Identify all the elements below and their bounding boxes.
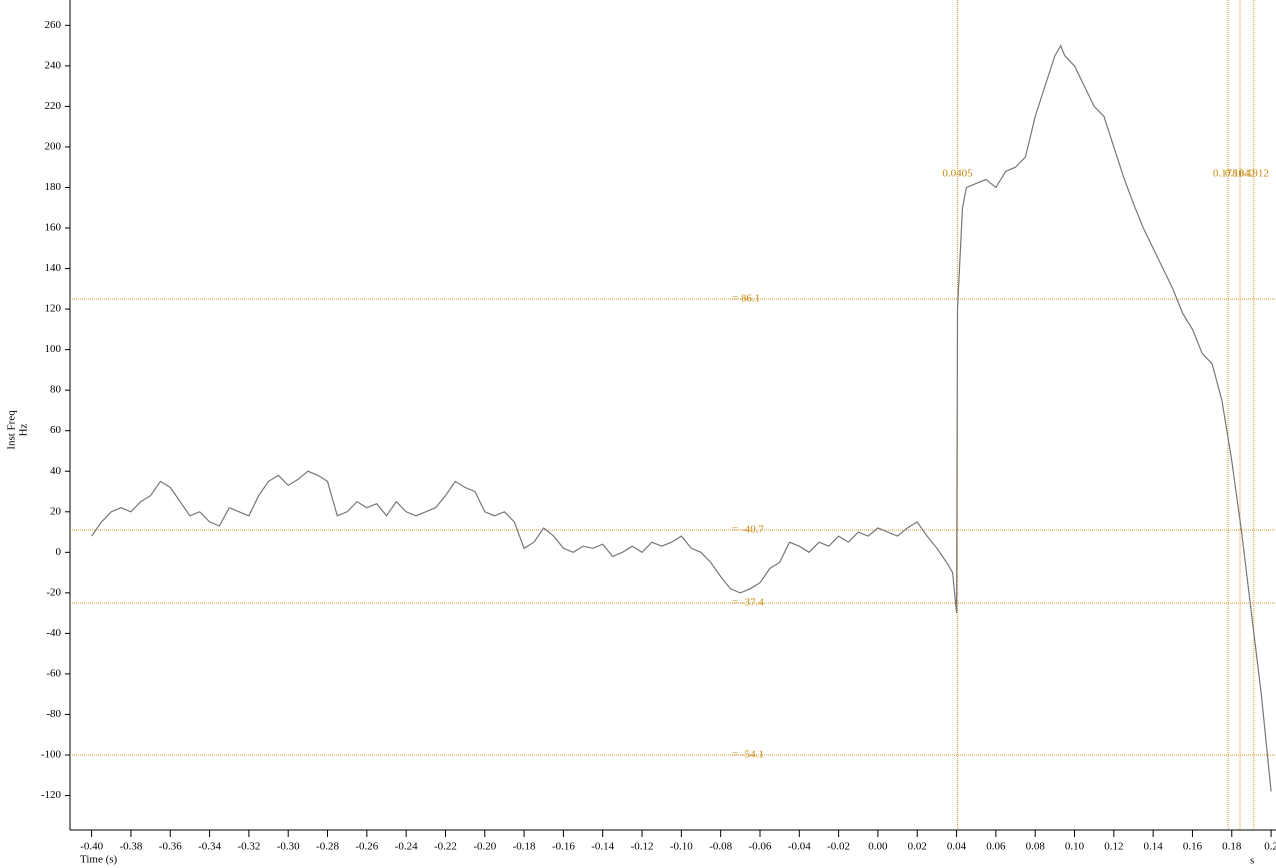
- x-tick-label: -0.40: [80, 841, 103, 853]
- y-tick-label: 260: [45, 19, 62, 31]
- y-tick-label: 60: [50, 424, 62, 436]
- y-tick-label: 140: [45, 262, 62, 274]
- x-tick-label: -0.38: [119, 841, 142, 853]
- h-cursor-label: = 86.1: [732, 292, 760, 304]
- x-tick-label: -0.36: [159, 841, 182, 853]
- x-tick-label: -0.18: [513, 841, 536, 853]
- x-tick-label: 0.14: [1144, 841, 1164, 853]
- y-tick-label: 220: [45, 100, 62, 112]
- x-tick-label: -0.20: [473, 841, 496, 853]
- y-axis-label: Inst Freq: [6, 410, 18, 450]
- x-tick-label: -0.08: [709, 841, 732, 853]
- x-tick-label: 0.02: [908, 841, 927, 853]
- x-axis-unit: s: [1250, 855, 1254, 867]
- x-tick-label: 0.12: [1104, 841, 1123, 853]
- h-cursor-label: = -37.4: [732, 597, 764, 609]
- y-tick-label: -60: [46, 667, 61, 679]
- x-tick-label: -0.34: [198, 841, 221, 853]
- x-tick-label: -0.32: [237, 841, 260, 853]
- x-tick-label: -0.04: [788, 841, 811, 853]
- y-tick-label: 180: [45, 181, 62, 193]
- x-tick-label: 0.04: [947, 841, 967, 853]
- x-tick-label: -0.30: [277, 841, 300, 853]
- data-line: [91, 44, 1272, 792]
- x-tick-label: -0.14: [591, 841, 614, 853]
- h-cursor-label: = -40.7: [732, 524, 764, 536]
- y-tick-label: -40: [46, 627, 61, 639]
- y-tick-label: 160: [45, 222, 62, 234]
- x-tick-label: -0.02: [827, 841, 850, 853]
- y-tick-label: 40: [50, 465, 62, 477]
- y-tick-label: -100: [41, 749, 62, 761]
- y-tick-label: -20: [46, 586, 61, 598]
- y-axis-unit: Hz: [18, 423, 30, 436]
- x-tick-label: 0.00: [868, 841, 888, 853]
- v-cursor-label: 0.1781: [1213, 168, 1243, 180]
- h-cursor-label: = -54.1: [732, 749, 764, 761]
- x-tick-label: -0.12: [631, 841, 654, 853]
- y-tick-label: 20: [50, 505, 62, 517]
- x-tick-label: -0.24: [395, 841, 418, 853]
- x-tick-label: 0.16: [1183, 841, 1203, 853]
- x-tick-label: 0.08: [1026, 841, 1046, 853]
- y-tick-label: 240: [45, 59, 62, 71]
- y-tick-label: 100: [45, 343, 62, 355]
- x-tick-label: -0.26: [355, 841, 378, 853]
- y-tick-label: 120: [45, 303, 62, 315]
- y-tick-label: -120: [41, 789, 62, 801]
- y-tick-label: 80: [50, 384, 62, 396]
- x-tick-label: -0.10: [670, 841, 693, 853]
- y-tick-label: 0: [56, 546, 62, 558]
- v-cursor-label: 0.0405: [942, 168, 973, 180]
- x-axis-label: Time (s): [80, 854, 118, 866]
- x-tick-label: -0.16: [552, 841, 575, 853]
- v-cursor-label: 0.1912: [1239, 168, 1269, 180]
- x-tick-label: 0.10: [1065, 841, 1085, 853]
- v-cursor-label: 0.1842: [1225, 168, 1255, 180]
- x-tick-label: 0.18: [1222, 841, 1242, 853]
- x-tick-label: -0.28: [316, 841, 339, 853]
- x-tick-label: -0.06: [749, 841, 772, 853]
- x-tick-label: -0.22: [434, 841, 457, 853]
- x-tick-label: 0.06: [986, 841, 1006, 853]
- x-tick-label: 0.2: [1264, 841, 1276, 853]
- y-tick-label: -80: [46, 708, 61, 720]
- y-tick-label: 200: [45, 140, 62, 152]
